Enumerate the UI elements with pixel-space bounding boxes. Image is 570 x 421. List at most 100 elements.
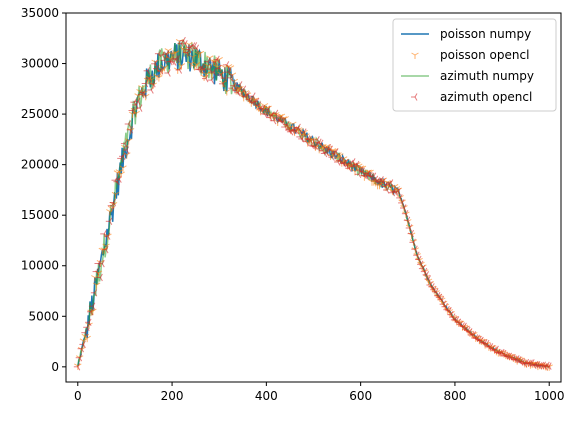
marker-poisson-opencl: [83, 335, 91, 343]
marker-poisson-opencl: [141, 93, 150, 101]
marker-poisson-opencl: [213, 64, 222, 72]
marker-azimuth-opencl: [396, 194, 403, 202]
marker-azimuth-opencl: [401, 209, 409, 218]
marker-poisson-opencl: [207, 71, 216, 78]
marker-azimuth-opencl: [411, 245, 418, 253]
marker-azimuth-opencl: [435, 293, 443, 302]
marker-azimuth-opencl: [432, 288, 439, 296]
marker-azimuth-opencl: [226, 74, 233, 82]
marker-azimuth-opencl: [151, 60, 158, 68]
marker-azimuth-opencl: [164, 69, 171, 77]
marker-azimuth-opencl: [122, 146, 130, 154]
marker-azimuth-opencl: [424, 275, 431, 283]
y-tick-label: 5000: [28, 309, 59, 323]
marker-azimuth-opencl: [398, 199, 405, 207]
marker-azimuth-opencl: [136, 104, 143, 112]
marker-azimuth-opencl: [417, 260, 424, 269]
marker-azimuth-opencl: [143, 67, 151, 75]
marker-azimuth-opencl: [207, 76, 215, 84]
marker-azimuth-opencl: [352, 160, 360, 169]
marker-azimuth-opencl: [409, 238, 416, 247]
marker-azimuth-opencl: [271, 109, 279, 118]
x-axis-ticks: 0 200 400 600 800 1000: [74, 382, 564, 403]
marker-azimuth-opencl: [305, 135, 313, 144]
marker-azimuth-opencl: [298, 135, 305, 143]
y-tick-label: 15000: [21, 208, 59, 222]
marker-poisson-opencl: [172, 50, 180, 57]
marker-azimuth-opencl: [300, 128, 307, 136]
marker-azimuth-opencl: [386, 179, 394, 187]
marker-azimuth-opencl: [115, 175, 122, 183]
legend-item: poisson numpy: [401, 27, 531, 41]
y-axis-ticks: 0 5000 10000 15000 20000 25000 30000 35000: [21, 6, 66, 374]
legend-label: azimuth numpy: [440, 69, 534, 83]
marker-azimuth-opencl: [160, 56, 167, 65]
legend: poisson numpy poisson opencl azimuth numpy…: [392, 18, 557, 112]
marker-azimuth-opencl: [85, 318, 92, 327]
marker-azimuth-opencl: [254, 101, 262, 109]
marker-azimuth-opencl: [119, 152, 126, 161]
marker-azimuth-opencl: [90, 289, 98, 297]
marker-azimuth-opencl: [249, 92, 256, 100]
marker-poisson-opencl: [189, 54, 197, 61]
marker-poisson-opencl: [196, 50, 205, 58]
legend-item: azimuth opencl: [411, 90, 532, 104]
marker-azimuth-opencl: [175, 66, 183, 74]
marker-azimuth-opencl: [394, 187, 401, 196]
y-tick-label: 0: [51, 360, 59, 374]
y-tick-label: 30000: [21, 57, 59, 71]
plot-layer: [73, 36, 553, 371]
marker-azimuth-opencl: [422, 271, 430, 279]
marker-azimuth-opencl: [141, 79, 149, 88]
marker-azimuth-opencl: [134, 97, 141, 106]
marker-azimuth-opencl: [202, 74, 209, 83]
marker-azimuth-opencl: [98, 259, 105, 268]
marker-azimuth-opencl: [87, 308, 94, 316]
x-tick-label: 600: [349, 389, 372, 403]
marker-poisson-opencl: [138, 85, 146, 92]
marker-azimuth-opencl: [332, 148, 339, 156]
legend-marker-swatch: [411, 52, 419, 59]
y-tick-label: 35000: [21, 6, 59, 20]
marker-azimuth-opencl: [105, 217, 113, 226]
marker-azimuth-opencl: [81, 328, 88, 337]
legend-box: [392, 18, 557, 112]
marker-azimuth-opencl: [283, 120, 290, 129]
marker-azimuth-opencl: [173, 55, 181, 63]
marker-azimuth-opencl: [224, 68, 232, 76]
marker-azimuth-opencl: [213, 55, 220, 64]
legend-label: poisson numpy: [440, 27, 531, 41]
legend-entries: poisson numpy poisson opencl azimuth numpy…: [401, 27, 534, 104]
marker-azimuth-opencl: [200, 65, 207, 73]
marker-azimuth-opencl: [149, 80, 156, 88]
marker-azimuth-opencl: [545, 362, 552, 370]
marker-azimuth-opencl: [162, 50, 169, 59]
x-tick-label: 200: [161, 389, 184, 403]
marker-azimuth-opencl: [262, 110, 269, 118]
marker-azimuth-opencl: [77, 344, 85, 353]
marker-azimuth-opencl: [124, 120, 132, 128]
marker-azimuth-opencl: [73, 363, 81, 371]
marker-azimuth-opencl: [83, 323, 90, 332]
marker-azimuth-opencl: [120, 139, 128, 148]
y-tick-label: 25000: [21, 107, 59, 121]
marker-azimuth-opencl: [243, 91, 250, 99]
marker-azimuth-opencl: [215, 64, 222, 73]
marker-azimuth-opencl: [239, 85, 247, 93]
marker-azimuth-opencl: [413, 251, 420, 259]
marker-poisson-opencl: [192, 61, 201, 69]
y-tick-label: 10000: [21, 259, 59, 273]
marker-azimuth-opencl: [147, 86, 154, 94]
axes-frame: [65, 12, 562, 383]
marker-azimuth-opencl: [128, 106, 135, 115]
marker-azimuth-opencl: [236, 81, 243, 89]
marker-azimuth-opencl: [96, 273, 103, 282]
marker-azimuth-opencl: [405, 224, 413, 232]
marker-azimuth-opencl: [102, 245, 109, 254]
marker-poisson-opencl: [124, 138, 133, 145]
marker-azimuth-opencl: [203, 57, 211, 66]
x-tick-label: 0: [74, 389, 82, 403]
marker-poisson-opencl: [289, 121, 297, 128]
marker-azimuth-opencl: [252, 97, 260, 106]
